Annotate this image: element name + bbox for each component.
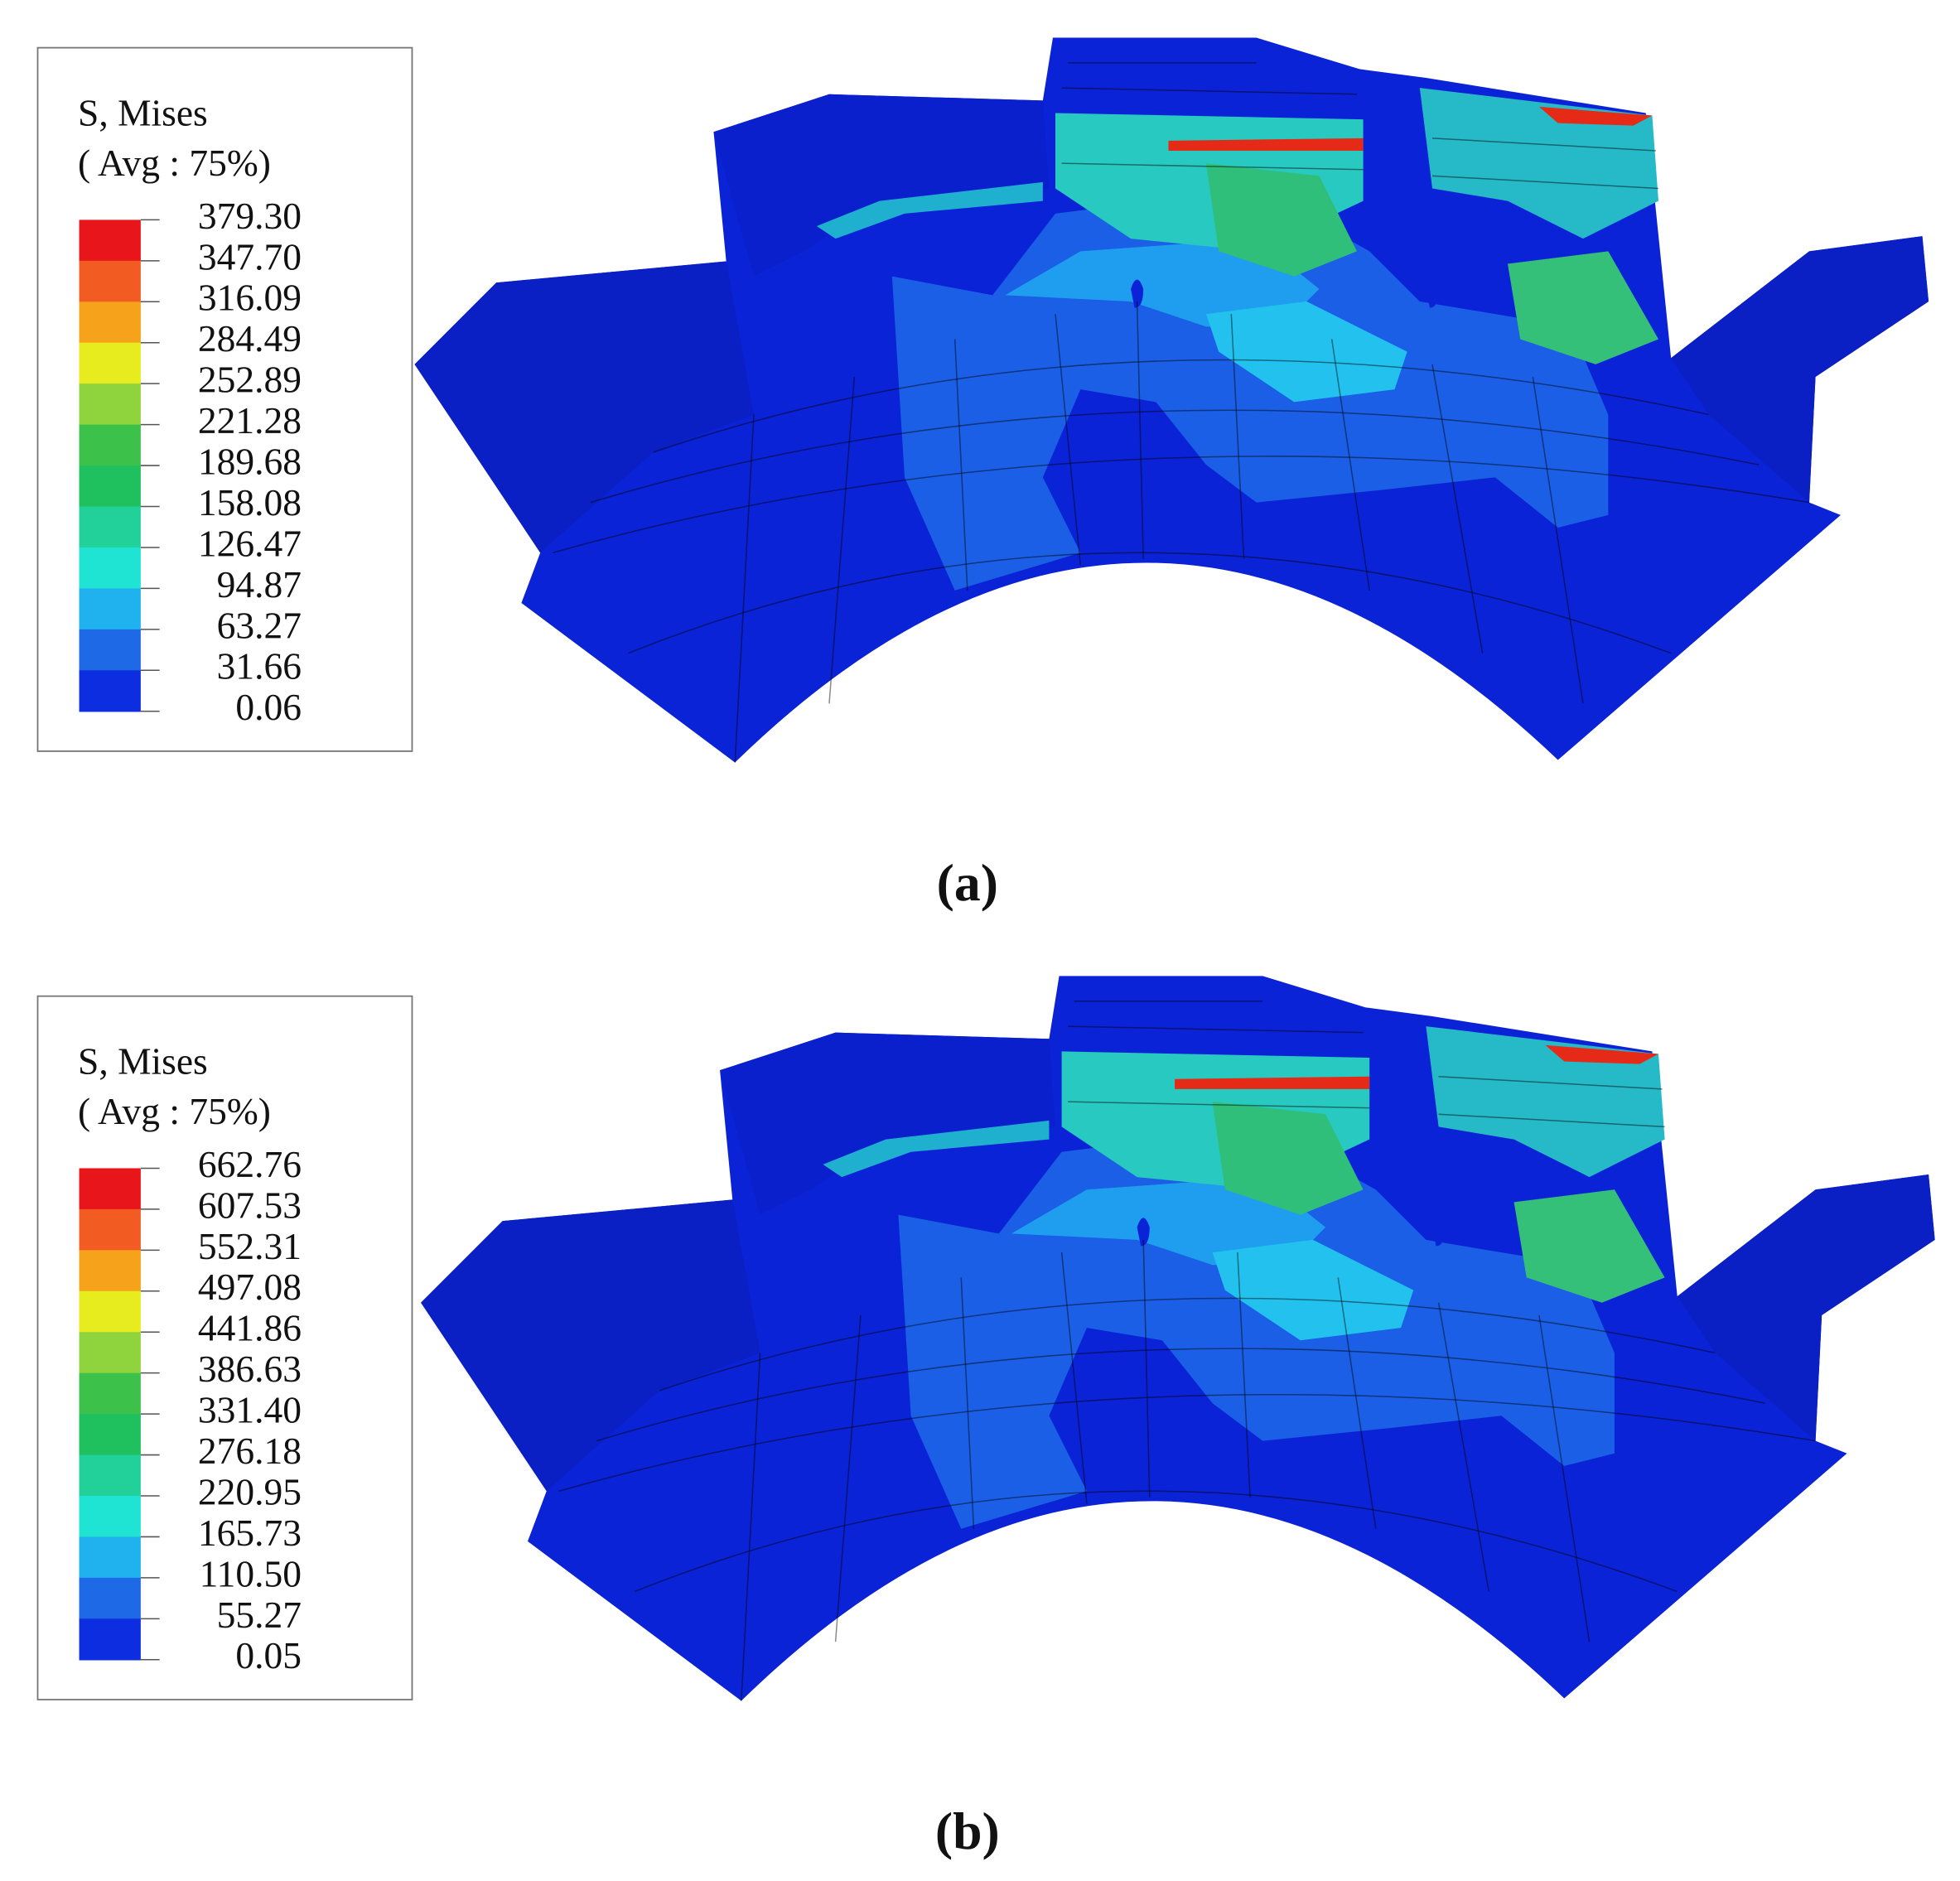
legend-value: 379.30 <box>198 195 302 237</box>
legend-band <box>79 1372 141 1415</box>
legend-band <box>79 342 141 384</box>
legend-band <box>79 1577 141 1620</box>
legend-value: 497.08 <box>198 1266 302 1308</box>
legend-band <box>79 1250 141 1292</box>
legend-subtitle: ( Avg : 75%) <box>78 142 271 184</box>
legend-value: 386.63 <box>198 1348 302 1390</box>
legend-band <box>79 506 141 548</box>
legend-value: 165.73 <box>198 1512 302 1554</box>
legend-value: 607.53 <box>198 1184 302 1226</box>
legend-value: 55.27 <box>217 1594 302 1636</box>
legend-value: 110.50 <box>200 1552 302 1594</box>
legend-band <box>79 1332 141 1374</box>
legend-value: 0.05 <box>235 1634 302 1676</box>
panel-label: (b) <box>935 1801 1000 1860</box>
legend-value: 441.86 <box>198 1307 302 1349</box>
legend-band <box>79 629 141 672</box>
legend-value: 316.09 <box>198 277 302 319</box>
legend-band <box>79 219 141 262</box>
legend-band <box>79 1168 141 1210</box>
legend-value: 158.08 <box>198 481 302 523</box>
legend-band <box>79 670 141 712</box>
gear-contour <box>413 36 1929 764</box>
legend-value: 0.06 <box>235 686 302 728</box>
legend-value: 31.66 <box>217 645 302 687</box>
legend-value: 276.18 <box>198 1430 302 1472</box>
legend-value: 221.28 <box>198 399 302 441</box>
legend-value: 347.70 <box>198 235 302 277</box>
legend-title: S, Mises <box>78 1040 208 1083</box>
legend-band <box>79 260 141 303</box>
legend-band <box>79 588 141 630</box>
legend-value: 126.47 <box>198 522 302 564</box>
legend-subtitle: ( Avg : 75%) <box>78 1090 271 1132</box>
legend-band <box>79 465 141 508</box>
legend-band <box>79 1454 141 1497</box>
legend-band <box>79 1414 141 1456</box>
legend-value: 331.40 <box>198 1389 302 1431</box>
legend-title: S, Mises <box>78 91 208 133</box>
legend-band <box>79 1290 141 1333</box>
legend-value: 252.89 <box>198 359 302 401</box>
legend-value: 284.49 <box>198 317 302 359</box>
legend-band <box>79 1536 141 1579</box>
legend-band <box>79 424 141 466</box>
legend-value: 220.95 <box>198 1470 302 1512</box>
panel-label: (a) <box>937 853 998 912</box>
legend-value: 63.27 <box>217 604 302 646</box>
legend-band <box>79 1208 141 1252</box>
legend-value: 552.31 <box>198 1225 302 1267</box>
legend-band <box>79 1618 141 1661</box>
legend-band <box>79 301 141 344</box>
legend-band <box>79 383 141 426</box>
legend-band <box>79 1496 141 1538</box>
gear-contour <box>420 975 1936 1702</box>
legend-value: 94.87 <box>217 563 302 605</box>
legend-value: 662.76 <box>198 1143 302 1185</box>
legend-band <box>79 547 141 590</box>
legend-value: 189.68 <box>198 441 302 483</box>
